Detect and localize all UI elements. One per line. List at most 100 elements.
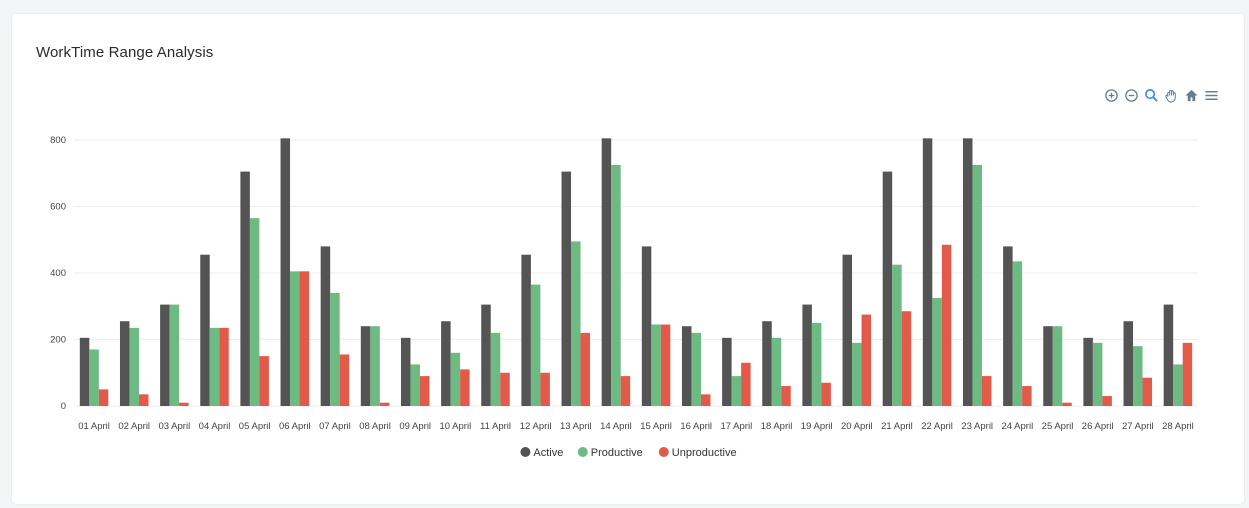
bar-productive-1 — [89, 349, 99, 406]
x-tick-label: 26 April — [1082, 421, 1114, 432]
bar-productive-2 — [129, 327, 139, 406]
bar-productive-27 — [1133, 346, 1143, 406]
bar-productive-9 — [410, 364, 420, 406]
pan-icon[interactable] — [1164, 88, 1179, 103]
x-tick-label: 06 April — [279, 421, 311, 432]
legend-label-active: Active — [533, 447, 563, 459]
menu-icon[interactable] — [1204, 88, 1219, 103]
bar-active-18 — [762, 321, 772, 406]
bar-unproductive-16 — [700, 394, 711, 406]
bar-unproductive-4 — [219, 327, 229, 406]
bar-unproductive-23 — [981, 376, 992, 406]
bar-unproductive-11 — [500, 372, 510, 406]
x-tick-label: 17 April — [721, 421, 753, 432]
bar-productive-10 — [450, 352, 461, 406]
bar-unproductive-15 — [660, 324, 671, 406]
bar-active-22 — [922, 138, 933, 406]
bar-active-13 — [561, 171, 572, 406]
bar-active-19 — [802, 304, 812, 406]
x-tick-label: 19 April — [801, 421, 833, 432]
bar-productive-20 — [852, 342, 862, 406]
bar-unproductive-24 — [1022, 386, 1032, 406]
bar-unproductive-21 — [901, 311, 912, 406]
bar-productive-28 — [1173, 364, 1183, 406]
bar-productive-18 — [771, 337, 782, 406]
x-tick-label: 04 April — [199, 421, 231, 432]
x-tick-label: 21 April — [881, 421, 913, 432]
bar-productive-14 — [611, 164, 621, 406]
x-tick-label: 22 April — [921, 421, 953, 432]
bar-unproductive-18 — [781, 386, 791, 406]
x-tick-label: 07 April — [319, 421, 351, 432]
bar-active-23 — [962, 138, 973, 406]
bar-productive-4 — [209, 327, 220, 406]
bar-active-12 — [521, 254, 531, 406]
bar-unproductive-8 — [379, 402, 390, 406]
bar-active-15 — [641, 246, 652, 406]
x-tick-label: 09 April — [399, 421, 431, 432]
bar-active-24 — [1003, 246, 1013, 406]
x-tick-label: 18 April — [761, 421, 793, 432]
bar-unproductive-14 — [620, 376, 631, 406]
bar-active-21 — [882, 171, 893, 406]
legend-marker-productive — [577, 447, 588, 457]
zoom-in-icon[interactable] — [1104, 88, 1119, 103]
bar-productive-16 — [691, 332, 701, 406]
bar-active-7 — [320, 246, 331, 406]
x-tick-label: 12 April — [520, 421, 552, 432]
chart-toolbar — [1104, 88, 1219, 103]
bar-unproductive-5 — [259, 356, 269, 406]
zoom-selection-icon[interactable] — [1144, 88, 1159, 103]
y-tick-label: 600 — [50, 202, 66, 213]
bar-active-27 — [1123, 321, 1134, 406]
x-tick-label: 15 April — [640, 421, 672, 432]
bar-productive-5 — [249, 218, 260, 406]
bar-active-16 — [681, 326, 692, 406]
x-tick-label: 08 April — [359, 421, 391, 432]
x-tick-label: 11 April — [480, 421, 511, 432]
bar-active-9 — [400, 337, 411, 406]
bar-active-28 — [1163, 304, 1174, 406]
bar-unproductive-2 — [138, 394, 149, 406]
y-tick-label: 0 — [61, 401, 66, 412]
bar-unproductive-13 — [580, 332, 591, 406]
bar-productive-13 — [571, 241, 581, 406]
bar-unproductive-9 — [419, 376, 430, 406]
bar-active-26 — [1083, 337, 1093, 406]
bar-unproductive-26 — [1102, 396, 1112, 406]
bar-unproductive-12 — [540, 372, 550, 406]
bar-unproductive-28 — [1182, 342, 1193, 406]
x-tick-label: 27 April — [1122, 421, 1154, 432]
bar-productive-12 — [530, 284, 541, 406]
x-tick-label: 14 April — [600, 421, 632, 432]
bar-productive-3 — [169, 304, 180, 406]
bar-productive-8 — [370, 326, 380, 406]
bar-unproductive-6 — [299, 271, 310, 406]
zoom-out-icon[interactable] — [1124, 88, 1139, 103]
x-tick-label: 01 April — [78, 421, 110, 432]
bar-productive-25 — [1052, 326, 1063, 406]
bar-active-6 — [280, 138, 291, 406]
bar-unproductive-22 — [941, 244, 952, 406]
x-tick-label: 20 April — [841, 421, 873, 432]
x-tick-label: 16 April — [680, 421, 712, 432]
bar-active-20 — [842, 254, 853, 406]
x-tick-label: 25 April — [1042, 421, 1074, 432]
bar-active-14 — [601, 138, 612, 406]
bar-productive-17 — [731, 376, 742, 406]
bar-active-10 — [441, 321, 451, 406]
legend-label-unproductive: Unproductive — [672, 447, 737, 459]
x-tick-label: 03 April — [159, 421, 191, 432]
bar-productive-11 — [490, 332, 501, 406]
bar-active-8 — [360, 326, 371, 406]
bar-active-4 — [200, 254, 210, 406]
bar-productive-22 — [932, 297, 942, 406]
bar-unproductive-7 — [339, 354, 350, 406]
bar-productive-19 — [811, 322, 822, 406]
bar-unproductive-27 — [1142, 377, 1153, 406]
reset-home-icon[interactable] — [1184, 88, 1199, 103]
bar-active-5 — [240, 171, 250, 406]
bar-unproductive-20 — [861, 314, 872, 406]
legend-label-productive: Productive — [591, 447, 643, 459]
bar-productive-26 — [1092, 342, 1103, 406]
